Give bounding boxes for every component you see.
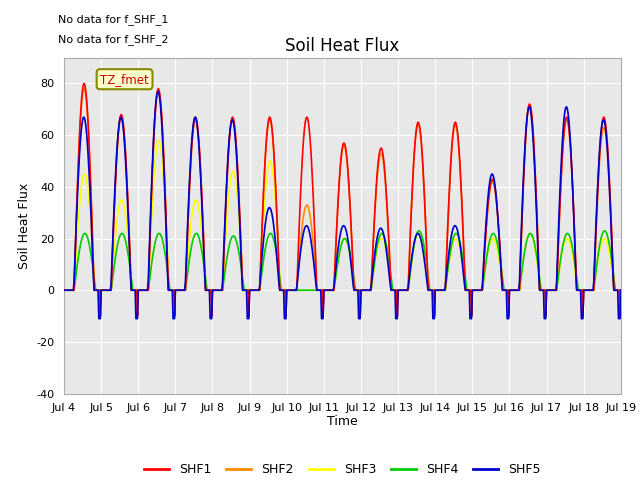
Text: TZ_fmet: TZ_fmet <box>100 73 149 86</box>
Text: No data for f_SHF_1: No data for f_SHF_1 <box>58 14 168 25</box>
Title: Soil Heat Flux: Soil Heat Flux <box>285 36 399 55</box>
Text: No data for f_SHF_2: No data for f_SHF_2 <box>58 34 168 45</box>
Legend: SHF1, SHF2, SHF3, SHF4, SHF5: SHF1, SHF2, SHF3, SHF4, SHF5 <box>139 458 546 480</box>
Y-axis label: Soil Heat Flux: Soil Heat Flux <box>17 182 31 269</box>
X-axis label: Time: Time <box>327 415 358 428</box>
